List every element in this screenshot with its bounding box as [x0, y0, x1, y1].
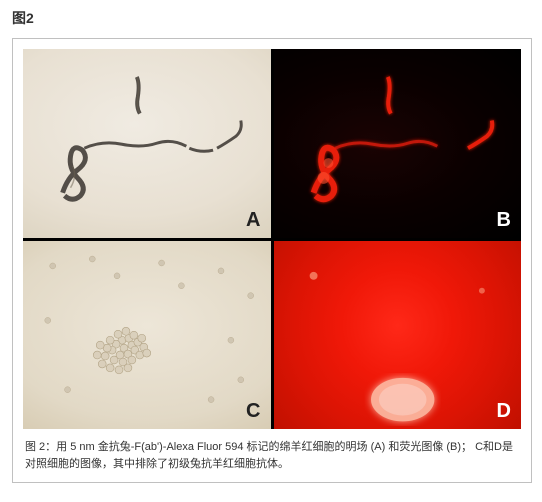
panel-b-label: B	[497, 209, 511, 232]
panel-b: B	[274, 49, 522, 238]
panel-grid: A B	[23, 49, 521, 429]
figure-caption: 图 2：用 5 nm 金抗兔-F(ab')-Alexa Fluor 594 标记…	[23, 439, 521, 472]
panel-a-label: A	[246, 209, 260, 232]
panel-a: A	[23, 49, 271, 238]
figure-container: A B	[12, 38, 532, 483]
panel-c-cells	[23, 241, 271, 430]
panel-d: D	[274, 241, 522, 430]
panel-c: C	[23, 241, 271, 430]
panel-b-fluorescence	[274, 49, 522, 238]
panel-d-label: D	[497, 400, 511, 423]
panel-c-label: C	[246, 400, 260, 423]
panel-d-fluorescence	[274, 241, 522, 430]
panel-a-specimen	[23, 49, 271, 238]
figure-title: 图2	[12, 8, 530, 28]
